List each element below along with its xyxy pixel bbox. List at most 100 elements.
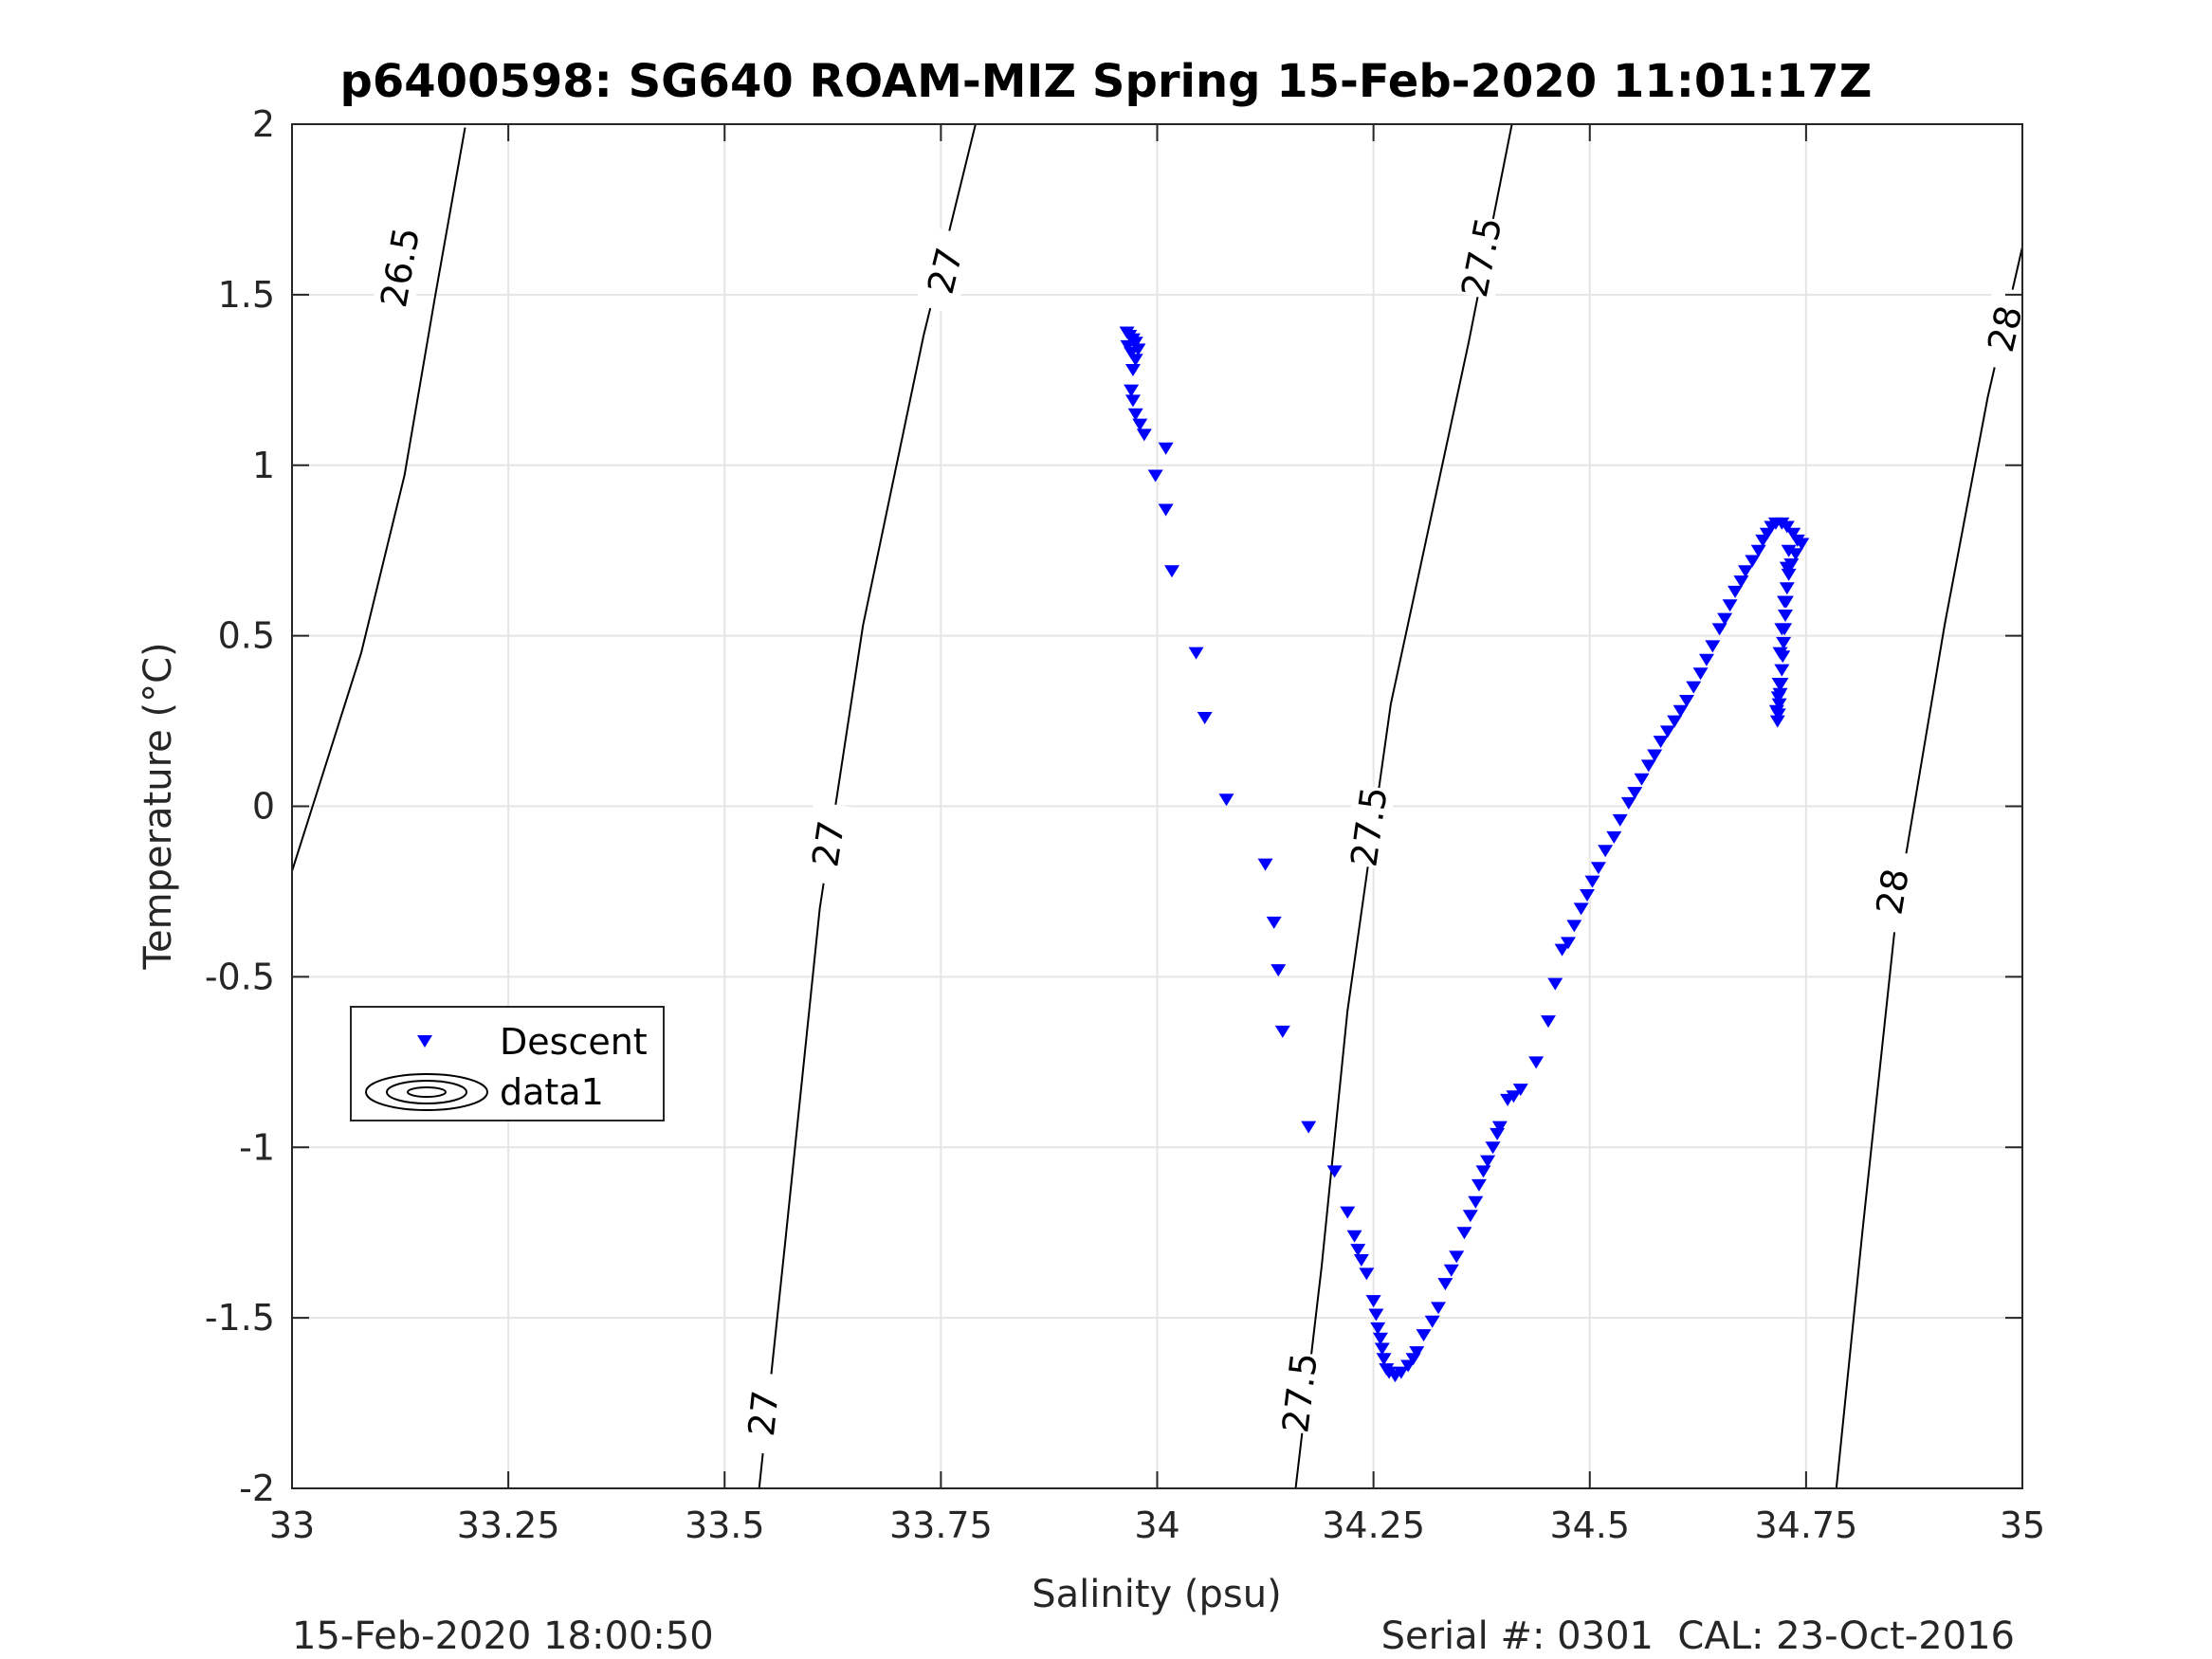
- y-tick-label: -2: [239, 1468, 275, 1509]
- descent-point: [1692, 667, 1709, 681]
- descent-point: [1554, 943, 1570, 957]
- isopycnal-28: [1835, 246, 2023, 1489]
- x-tick-label: 35: [2000, 1504, 2045, 1546]
- descent-point: [1659, 725, 1675, 738]
- descent-point: [1188, 647, 1204, 660]
- y-axis-ticks: -2 -1.5 -1 -0.5 0 0.5 1 1.5 2: [205, 103, 2022, 1509]
- y-tick-label: 2: [252, 103, 275, 145]
- x-tick-label: 34.75: [1754, 1504, 1857, 1546]
- grid-lines: [291, 123, 2023, 1489]
- descent-point: [1777, 610, 1793, 623]
- x-axis-label: Salinity (psu): [1032, 1573, 1281, 1616]
- descent-point: [1772, 647, 1788, 660]
- descent-point: [1127, 408, 1143, 421]
- descent-point: [1774, 664, 1790, 677]
- x-tick-label: 34.5: [1549, 1504, 1630, 1546]
- descent-point: [1728, 585, 1744, 598]
- descent-point: [1785, 527, 1801, 540]
- descent-point: [1777, 595, 1793, 609]
- descent-point: [1127, 337, 1143, 350]
- descent-point: [1733, 575, 1749, 589]
- descent-point: [1771, 698, 1787, 711]
- descent-point: [1540, 1015, 1556, 1029]
- descent-point: [1779, 582, 1795, 595]
- descent-point: [1359, 1267, 1375, 1281]
- descent-point: [1480, 1155, 1496, 1168]
- descent-point: [1471, 1178, 1487, 1192]
- descent-point: [1409, 1346, 1425, 1359]
- legend-data1-contour-icon: [365, 1073, 488, 1111]
- isopycnal-label-bg: [915, 227, 976, 315]
- isopycnal-26.5: [291, 127, 466, 872]
- descent-point: [1547, 977, 1563, 991]
- y-axis-label: Temperature (°C): [137, 642, 180, 970]
- descent-point: [1686, 681, 1702, 694]
- descent-point: [1147, 469, 1163, 483]
- descent-point: [1374, 1342, 1390, 1356]
- descent-point: [1416, 1329, 1432, 1342]
- descent-point: [1794, 538, 1810, 551]
- chart-title: p6400598: SG640 ROAM-MIZ Spring 15-Feb-2…: [339, 55, 1873, 108]
- y-tick-label: -1: [239, 1126, 275, 1168]
- descent-point: [1491, 1121, 1508, 1134]
- descent-point: [1647, 749, 1663, 762]
- descent-point: [1745, 555, 1761, 568]
- x-tick-label: 34: [1134, 1504, 1179, 1546]
- descent-point: [1640, 759, 1656, 773]
- descent-point: [1376, 1353, 1392, 1366]
- descent-point: [1667, 715, 1683, 728]
- descent-point: [1346, 1230, 1362, 1243]
- descent-point: [1770, 691, 1786, 704]
- descent-point: [1437, 1278, 1453, 1291]
- y-tick-label: -1.5: [205, 1297, 275, 1339]
- descent-point: [1717, 612, 1733, 626]
- descent-point: [1781, 568, 1797, 581]
- descent-point: [1566, 920, 1582, 933]
- descent-point: [1124, 364, 1141, 377]
- descent-point: [1372, 1332, 1388, 1345]
- descent-point: [1124, 394, 1141, 408]
- descent-point: [1197, 711, 1213, 724]
- descent-point: [1573, 902, 1589, 916]
- y-tick-label: 0.5: [218, 615, 275, 657]
- descent-point: [1456, 1227, 1472, 1240]
- descent-point: [1776, 636, 1792, 649]
- descent-point: [1462, 1210, 1478, 1223]
- isopycnal-label-bg: [1453, 213, 1510, 301]
- descent-point: [1271, 964, 1287, 977]
- descent-point: [1381, 1366, 1398, 1379]
- descent-point: [1653, 736, 1669, 749]
- isopycnal-label-bg: [801, 801, 855, 886]
- descent-point: [1353, 1253, 1369, 1267]
- descent-point: [1678, 694, 1694, 707]
- descent-point: [1627, 787, 1643, 800]
- descent-point: [1266, 916, 1282, 929]
- descent-point: [1120, 339, 1136, 353]
- x-tick-label: 33.25: [457, 1504, 560, 1546]
- descent-point: [1598, 845, 1614, 858]
- descent-point: [1612, 813, 1628, 827]
- descent-point: [1130, 343, 1146, 356]
- descent-point: [1673, 704, 1689, 718]
- descent-point: [1620, 796, 1636, 810]
- x-tick-label: 33: [269, 1504, 315, 1546]
- descent-point: [1431, 1302, 1447, 1315]
- descent-point: [1485, 1141, 1501, 1155]
- descent-series: [1119, 326, 1810, 1383]
- descent-point: [1132, 418, 1148, 431]
- descent-point: [1350, 1244, 1366, 1257]
- descent-point: [1127, 354, 1143, 367]
- legend-entry-descent: Descent: [500, 1021, 648, 1063]
- descent-point: [1368, 1308, 1384, 1322]
- isopycnal-label: 27: [740, 1389, 787, 1439]
- y-tick-label: 0: [252, 786, 275, 828]
- descent-point: [1475, 1165, 1491, 1178]
- isopycnal-label: 27: [804, 818, 852, 869]
- descent-point: [1393, 1366, 1409, 1379]
- descent-point: [1590, 862, 1606, 875]
- legend-descent-marker: [417, 1035, 432, 1048]
- descent-point: [1424, 1315, 1440, 1328]
- x-tick-label: 33.5: [685, 1504, 765, 1546]
